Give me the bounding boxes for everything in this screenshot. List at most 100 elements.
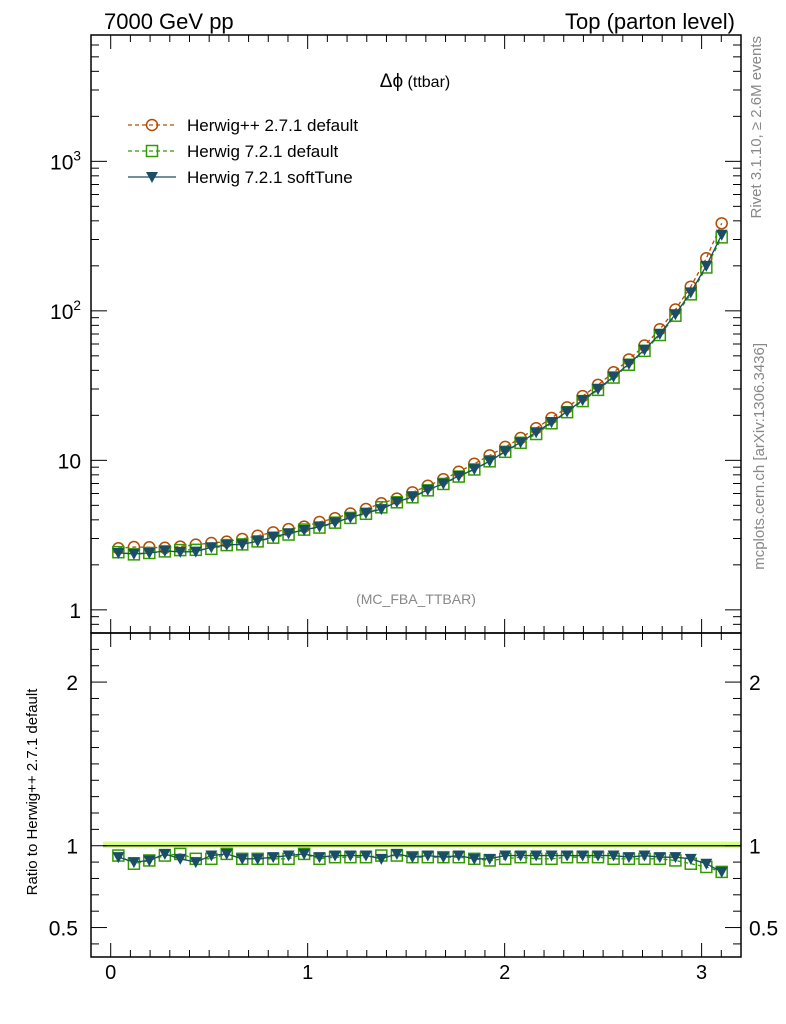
legend-marker-softtune xyxy=(146,172,158,183)
data-point-softtune xyxy=(499,446,512,458)
ratio-point-softtune xyxy=(236,853,249,865)
y-tick-label: 103 xyxy=(50,148,81,174)
legend: Herwig++ 2.7.1 default Herwig 7.2.1 defau… xyxy=(128,116,358,187)
ratio-line-softtune xyxy=(118,853,723,873)
legend-marker-herwig721 xyxy=(145,144,159,158)
ratio-point-softtune xyxy=(406,852,419,864)
ratio-y-axis-label: Ratio to Herwig++ 2.7.1 default xyxy=(24,688,41,896)
ratio-point-softtune xyxy=(127,857,140,869)
ratio-point-softtune xyxy=(700,858,713,870)
data-point-softtune xyxy=(669,309,682,321)
ratio-band-layer xyxy=(103,841,741,849)
ratio-tick-label-left: 2 xyxy=(66,672,78,695)
ratio-point-softtune xyxy=(684,853,697,865)
ratio-point-softtune xyxy=(715,866,728,878)
y-tick-label: 102 xyxy=(50,298,81,324)
ratio-point-softtune xyxy=(112,852,125,864)
data-point-softtune xyxy=(205,542,218,554)
data-point-softtune xyxy=(437,478,450,490)
tick-layer xyxy=(91,34,742,957)
data-point-softtune xyxy=(344,512,357,524)
data-point-softtune xyxy=(236,539,249,551)
ratio-point-softtune xyxy=(483,853,496,865)
rivet-version-label: Rivet 3.1.10, ≥ 2.6M events xyxy=(748,36,765,219)
ratio-point-softtune xyxy=(576,850,589,862)
legend-label-herwig721: Herwig 7.2.1 default xyxy=(187,142,338,161)
legend-label-herwigpp: Herwig++ 2.7.1 default xyxy=(187,116,358,135)
ratio-point-softtune xyxy=(329,850,342,862)
ratio-point-softtune xyxy=(561,850,574,862)
data-point-softtune xyxy=(607,371,620,383)
data-point-softtune xyxy=(220,539,233,551)
ratio-point-softtune xyxy=(499,850,512,862)
data-point-softtune xyxy=(359,508,372,520)
y-tick-label: 1 xyxy=(69,600,81,623)
ratio-plot-frame xyxy=(90,632,742,958)
data-point-softtune xyxy=(421,484,434,496)
ratio-point-softtune xyxy=(189,857,202,869)
data-point-softtune xyxy=(653,328,666,340)
data-point-softtune xyxy=(684,287,697,299)
legend-marker-herwigpp xyxy=(145,118,159,132)
plot-title-rest: (ttbar) xyxy=(403,74,450,91)
y-tick-label-exponent: 3 xyxy=(73,148,81,163)
data-point-softtune xyxy=(313,521,326,533)
series-line-herwigpp xyxy=(118,223,723,549)
data-point-softtune xyxy=(329,517,342,529)
data-point-softtune xyxy=(468,464,481,476)
x-tick-label: 1 xyxy=(302,962,313,984)
ratio-tick-label-left: 1 xyxy=(66,836,78,859)
data-point-softtune xyxy=(390,497,403,509)
y-tick-label-base: 10 xyxy=(50,151,73,174)
header-right-label: Top (parton level) xyxy=(565,9,735,34)
mcplots-label: mcplots.cern.ch [arXiv:1306.3436] xyxy=(751,343,768,570)
ratio-point-softtune xyxy=(375,853,388,865)
ratio-point-softtune xyxy=(267,852,280,864)
data-point-softtune xyxy=(406,491,419,503)
ratio-point-softtune xyxy=(592,850,604,862)
data-point-softtune xyxy=(715,229,728,241)
data-point-softtune xyxy=(375,504,388,516)
legend-label-softtune: Herwig 7.2.1 softTune xyxy=(187,168,353,187)
ratio-line-herwig721 xyxy=(118,853,722,873)
ratio-point-softtune xyxy=(607,850,620,862)
data-point-softtune xyxy=(530,427,543,439)
data-point-softtune xyxy=(251,536,264,548)
data-point-softtune xyxy=(576,395,589,407)
data-point-softtune xyxy=(282,528,295,540)
data-point-softtune xyxy=(561,406,574,418)
ratio-tick-label-right: 1 xyxy=(749,836,761,859)
data-point-softtune xyxy=(592,384,604,396)
y-tick-label: 10 xyxy=(58,450,81,473)
x-tick-label: 0 xyxy=(105,962,116,984)
ratio-point-softtune xyxy=(143,855,156,867)
ratio-tick-label-right: 2 xyxy=(749,672,761,695)
x-tick-label: 2 xyxy=(499,962,510,984)
ratio-uncertainty-band xyxy=(103,841,741,849)
ratio-point-softtune xyxy=(390,848,403,860)
ratio-point-softtune xyxy=(530,850,543,862)
data-point-softtune xyxy=(143,548,156,560)
series-layer xyxy=(112,217,728,879)
analysis-watermark: (MC_FBA_TTBAR) xyxy=(356,591,476,607)
series-line-herwig721 xyxy=(118,237,723,556)
ratio-point-softtune xyxy=(514,850,527,862)
ratio-point-softtune xyxy=(205,850,218,862)
ratio-point-softtune xyxy=(452,850,465,862)
ratio-point-softtune xyxy=(669,852,682,864)
ratio-tick-label-right: 0.5 xyxy=(749,918,778,941)
frame-layer xyxy=(90,34,742,958)
ratio-point-softtune xyxy=(344,850,357,862)
data-point-herwigpp xyxy=(715,217,728,230)
ratio-point-softtune xyxy=(421,850,434,862)
plot-title-symbol: Δϕ xyxy=(380,71,403,92)
y-tick-label-base: 10 xyxy=(50,301,73,324)
ratio-point-softtune xyxy=(158,848,171,860)
data-point-softtune xyxy=(298,525,311,537)
data-point-softtune xyxy=(452,470,465,482)
ratio-point-softtune xyxy=(174,853,187,865)
series-line-softtune xyxy=(118,234,723,555)
data-point-softtune xyxy=(483,456,496,468)
